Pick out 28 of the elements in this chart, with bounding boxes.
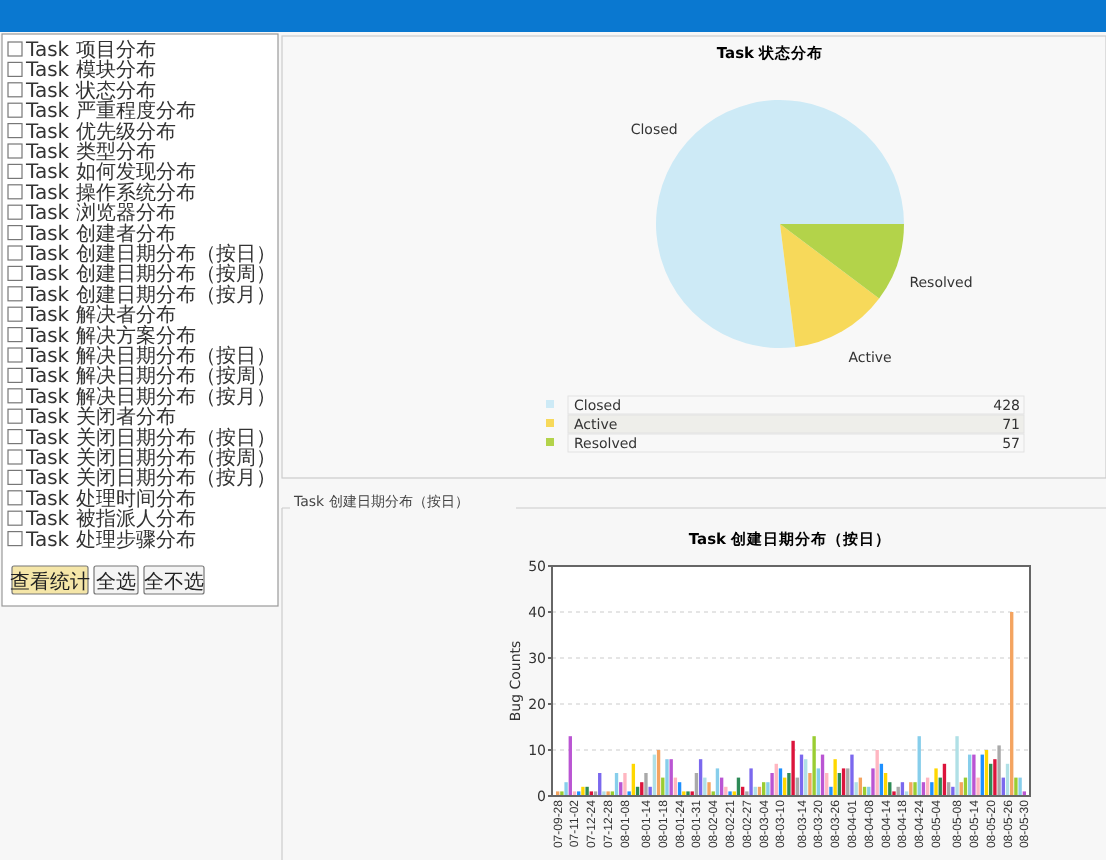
text: Task 项目分布 xyxy=(24,38,156,62)
text: Task 关闭日期分布（按周） xyxy=(24,446,276,470)
text: Task 解决日期分布（按日） xyxy=(24,344,276,368)
text: Task 严重程度分布 xyxy=(24,99,196,124)
text: Task 创建者分布 xyxy=(24,221,176,246)
text: Task 被指派人分布 xyxy=(24,507,196,532)
text: Task 如何发现分布 xyxy=(24,160,196,185)
text: Task 状态分布 xyxy=(24,78,156,103)
text: Task 模块分布 xyxy=(24,58,156,83)
text: Task 优先级分布 xyxy=(24,119,176,144)
text: Task 关闭日期分布（按月） xyxy=(24,466,276,491)
text: Task 解决方案分布 xyxy=(24,323,196,348)
text: Task 关闭者分布 xyxy=(24,405,176,430)
pie-slice xyxy=(780,224,880,348)
text: Task 类型分布 xyxy=(24,140,156,164)
text: Task 创建日期分布（按周） xyxy=(24,262,276,287)
text: Task 浏览器分布 xyxy=(24,201,176,226)
text: Task 解决日期分布（按月） xyxy=(24,384,276,409)
text: 查看统计 xyxy=(10,570,90,594)
text: Task 解决日期分布（按周） xyxy=(24,364,276,389)
pie-slice xyxy=(780,224,904,299)
text: Task 创建日期分布（按月） xyxy=(24,282,276,307)
text: Task 解决者分布 xyxy=(24,303,176,328)
text: Task 关闭日期分布（按日） xyxy=(24,425,276,450)
text: Task 创建日期分布（按日） xyxy=(24,242,276,266)
text: Task 处理步骤分布 xyxy=(24,527,196,552)
text: Task 处理时间分布 xyxy=(24,486,196,511)
text: Task 操作系统分布 xyxy=(24,180,196,205)
